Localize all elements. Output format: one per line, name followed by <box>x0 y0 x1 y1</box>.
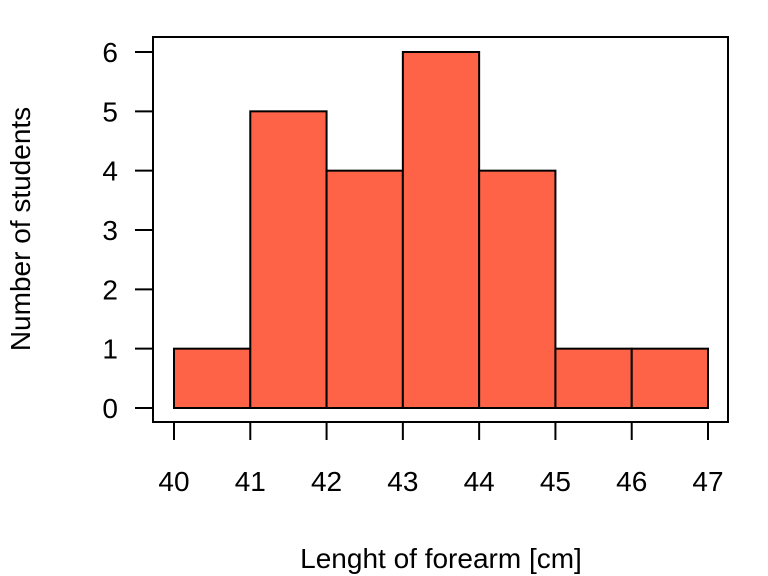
y-tick-label: 4 <box>102 156 118 187</box>
x-axis-title: Lenght of forearm [cm] <box>300 543 582 574</box>
histogram-bar <box>401 51 481 409</box>
y-tick-label: 5 <box>102 96 118 127</box>
y-tick-label: 2 <box>102 274 118 305</box>
bars-group <box>173 51 710 409</box>
y-axis: 0 1 2 3 4 5 6 <box>102 37 154 424</box>
y-tick-label: 1 <box>102 334 118 365</box>
histogram-bar <box>249 110 328 409</box>
x-tick-label: 46 <box>616 466 647 497</box>
y-axis-title: Number of students <box>5 107 36 351</box>
x-tick-label: 47 <box>692 466 723 497</box>
x-tick-label: 41 <box>235 466 266 497</box>
histogram-bar <box>478 169 557 409</box>
histogram-bar <box>554 347 633 409</box>
x-axis: 40 41 42 43 44 45 46 47 <box>158 421 724 497</box>
y-tick-label: 0 <box>102 393 118 424</box>
x-tick-label: 44 <box>464 466 495 497</box>
histogram-bar <box>325 169 404 409</box>
y-tick-label: 6 <box>102 37 118 68</box>
histogram-bar <box>173 347 252 409</box>
x-tick-label: 43 <box>387 466 418 497</box>
x-tick-label: 42 <box>311 466 342 497</box>
histogram-bar <box>630 347 710 409</box>
x-tick-label: 45 <box>540 466 571 497</box>
x-tick-label: 40 <box>158 466 189 497</box>
y-tick-label: 3 <box>102 215 118 246</box>
